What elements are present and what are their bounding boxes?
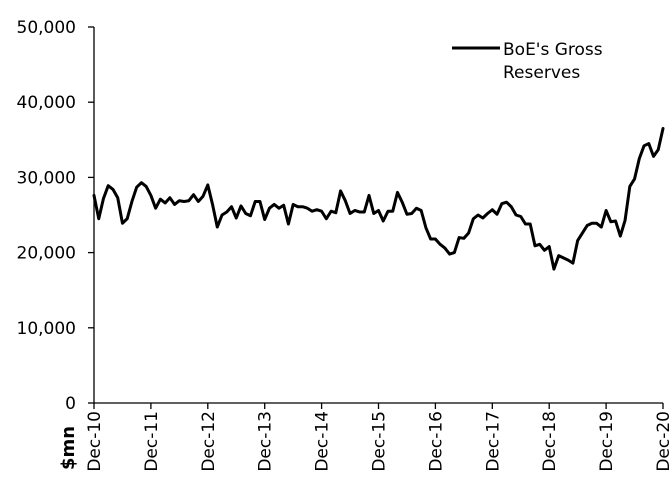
x-tick-label: Dec-17 (483, 411, 503, 472)
x-tick-label: Dec-14 (313, 411, 333, 472)
y-axis-label: $mn (58, 426, 79, 470)
y-tick-label: 20,000 (17, 244, 76, 264)
y-axis-ticks: 0 10,000 20,000 30,000 40,000 50,000 (17, 18, 94, 414)
axes (93, 27, 663, 404)
y-tick-label: 40,000 (17, 93, 76, 113)
x-tick-label: Dec-20 (654, 411, 672, 472)
x-tick-label: Dec-11 (142, 411, 162, 472)
x-tick-label: Dec-19 (597, 411, 617, 472)
y-tick-label: 30,000 (17, 168, 76, 188)
series-lines (92, 127, 665, 271)
y-tick-label: 50,000 (17, 18, 76, 38)
x-tick-label: Dec-12 (199, 411, 219, 472)
series-line (92, 127, 665, 271)
x-tick-label: Dec-18 (540, 411, 560, 472)
x-tick-label: Dec-15 (370, 411, 390, 472)
legend-label: BoE's Gross Reserves (503, 40, 603, 83)
y-tick-label: 10,000 (17, 319, 76, 339)
y-tick-label: 0 (65, 394, 76, 414)
x-tick-label: Dec-10 (85, 411, 105, 472)
x-axis-ticks: Dec-10 Dec-11 Dec-12 Dec-13 Dec-14 Dec-15 Dec-… (85, 403, 672, 472)
x-tick-label: Dec-13 (256, 411, 276, 472)
legend: BoE's Gross Reserves (452, 40, 603, 83)
x-tick-label: Dec-16 (426, 411, 446, 472)
